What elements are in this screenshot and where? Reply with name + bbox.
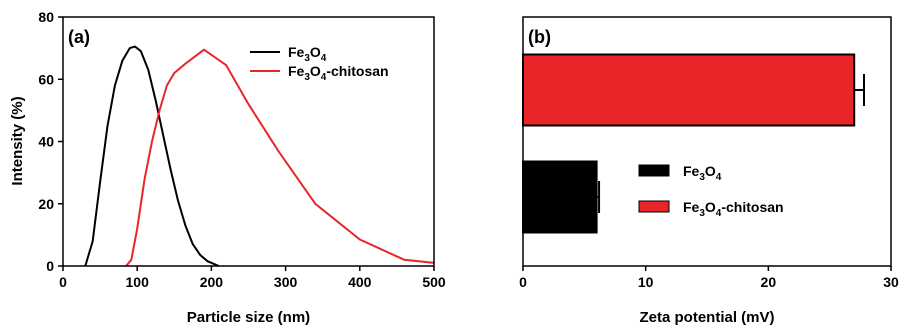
panel-b-legend: Fe3O4 Fe3O4-chitosan	[638, 163, 784, 219]
panel-a-legend: Fe3O4 Fe3O4-chitosan	[250, 44, 389, 83]
panel-b-x-axis-label: Zeta potential (mV)	[639, 309, 774, 326]
panel-b-label: (b)	[528, 27, 551, 47]
bar-fe3o4	[522, 160, 598, 234]
x-tick-label: 400	[348, 274, 372, 290]
x-tick-label: 20	[761, 274, 777, 290]
y-tick-label: 80	[38, 9, 54, 25]
panel-a-x-ticks: 0 100 200 300 400 500	[59, 266, 446, 290]
legend-swatch-b-fe3o4	[638, 164, 670, 177]
panel-a-series	[84, 45, 435, 267]
legend-label-b-fe3o4: Fe3O4	[683, 163, 722, 183]
bar-fe3o4-chitosan	[522, 53, 856, 127]
panel-a-label: (a)	[68, 27, 90, 47]
panel-b-frame	[522, 16, 892, 267]
x-tick-label: 10	[638, 274, 654, 290]
panel-a-y-axis-label: Intensity (%)	[9, 96, 26, 185]
x-tick-label: 200	[200, 274, 224, 290]
y-tick-label: 40	[38, 134, 54, 150]
panel-a-x-axis-label: Particle size (nm)	[187, 309, 310, 326]
panel-b: 0 10 20 30 (b) Zeta potential (mV) Fe3O4 Fe…	[519, 16, 899, 326]
series-line-fe3o4	[84, 45, 220, 267]
series-line-fe3o4-chitosan	[125, 48, 435, 267]
legend-label-b-fe3o4-chitosan: Fe3O4-chitosan	[683, 199, 784, 219]
y-tick-label: 0	[46, 258, 54, 274]
x-tick-label: 0	[519, 274, 527, 290]
panel-a-frame	[62, 16, 435, 267]
panel-a: 0 100 200 300 400 500 0 20 40 60 80 (a) Particle …	[9, 9, 446, 326]
panel-a-y-ticks: 0 20 40 60 80	[38, 9, 63, 274]
x-tick-label: 30	[883, 274, 899, 290]
x-tick-label: 0	[59, 274, 67, 290]
x-tick-label: 500	[422, 274, 446, 290]
panel-b-x-ticks: 0 10 20 30	[519, 266, 899, 290]
panel-b-bars	[522, 53, 866, 234]
legend-label-fe3o4: Fe3O4	[288, 44, 327, 64]
y-tick-label: 20	[38, 196, 54, 212]
x-tick-label: 100	[126, 274, 150, 290]
legend-label-fe3o4-chitosan: Fe3O4-chitosan	[288, 63, 389, 83]
legend-swatch-b-fe3o4-chitosan	[638, 200, 670, 213]
x-tick-label: 300	[274, 274, 298, 290]
y-tick-label: 60	[38, 71, 54, 87]
